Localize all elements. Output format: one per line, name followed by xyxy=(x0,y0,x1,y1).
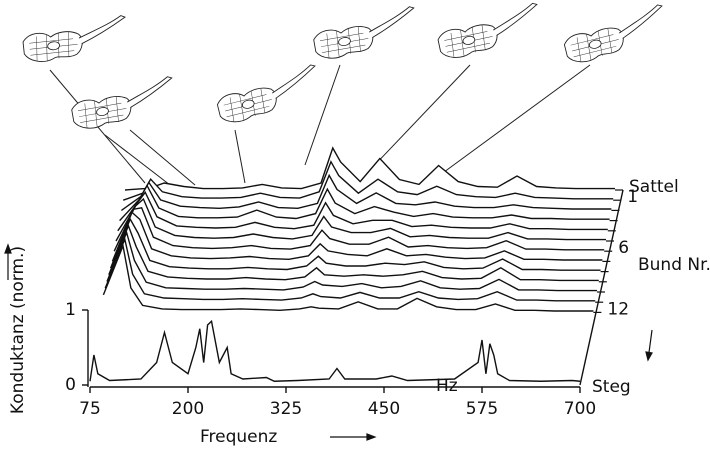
x-tick-label: 325 xyxy=(270,399,302,419)
fret-axis xyxy=(579,189,624,386)
mode-shape-illustrations xyxy=(20,2,672,186)
x-tick-label: 700 xyxy=(564,399,596,419)
occluder xyxy=(125,148,615,202)
trace xyxy=(117,190,608,232)
fret-label: 1 xyxy=(627,187,638,207)
trace xyxy=(115,197,606,242)
right-axis-label: Bund Nr. xyxy=(638,255,710,275)
occluder xyxy=(119,185,610,233)
fret-label: 6 xyxy=(618,238,629,258)
occluder xyxy=(117,192,608,243)
y-arrow xyxy=(4,243,12,280)
y-axis-label: Konduktanz (norm.) xyxy=(8,246,28,414)
fret-label: Sattel xyxy=(629,177,679,197)
front-label: Steg xyxy=(592,377,631,397)
trace xyxy=(109,217,601,271)
trace xyxy=(113,207,605,252)
x-axis-label: Frequenz xyxy=(200,427,277,447)
fret-label: 12 xyxy=(607,299,629,319)
y-tick-label: 1 xyxy=(65,300,76,320)
x-unit: Hz xyxy=(436,376,458,396)
trace xyxy=(104,236,596,302)
trace xyxy=(111,211,603,262)
occluder xyxy=(116,199,606,253)
trace xyxy=(106,230,597,292)
trace xyxy=(124,146,615,191)
x-tick-label: 575 xyxy=(466,399,498,419)
x-tick-label: 450 xyxy=(368,399,400,419)
x-tick-label: 75 xyxy=(79,399,101,419)
occluder xyxy=(105,239,596,315)
x-tick-label: 200 xyxy=(172,399,204,419)
occluder xyxy=(103,245,594,325)
trace xyxy=(120,173,612,211)
fret-arrow xyxy=(645,329,653,362)
front-trace xyxy=(89,319,581,382)
trace xyxy=(108,223,599,282)
y-tick-label: 0 xyxy=(65,375,76,395)
trace xyxy=(119,184,610,222)
x-arrow xyxy=(330,433,377,441)
trace xyxy=(102,243,594,312)
trace xyxy=(122,160,614,201)
occluder xyxy=(114,207,605,264)
